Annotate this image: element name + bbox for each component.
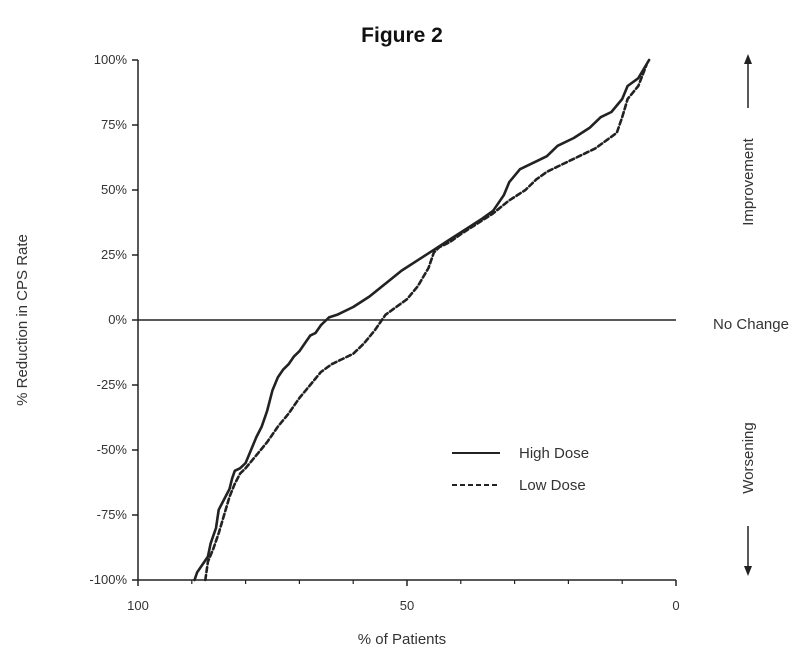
x-tick-label: 50 [400, 598, 414, 613]
y-tick-label: -50% [97, 442, 128, 457]
x-axis-ticks: 100 50 0 [127, 580, 680, 613]
worsening-arrow-down-icon [744, 566, 752, 576]
y-tick-label: 75% [101, 117, 127, 132]
no-change-label: No Change [713, 316, 789, 333]
y-tick-label: 100% [94, 52, 128, 67]
improvement-arrow-up-icon [744, 54, 752, 64]
legend-low-dose-label: Low Dose [519, 477, 586, 494]
y-axis-ticks: 100% 75% 50% 25% 0% -25% -50% -75% -100% [89, 52, 138, 587]
legend-high-dose-label: High Dose [519, 445, 589, 462]
y-tick-label: -75% [97, 507, 128, 522]
y-tick-label: 0% [108, 312, 127, 327]
worsening-label: Worsening [740, 422, 757, 493]
y-tick-label: -100% [89, 572, 127, 587]
chart-title: Figure 2 [361, 24, 443, 47]
y-axis-title: % Reduction in CPS Rate [14, 234, 31, 406]
side-annotations: Improvement No Change Worsening [713, 54, 789, 576]
improvement-label: Improvement [740, 137, 757, 225]
worsening-indicator: Worsening [740, 422, 757, 576]
series-line-high-dose [193, 58, 651, 582]
x-tick-label: 100 [127, 598, 149, 613]
x-tick-label: 0 [672, 598, 679, 613]
y-tick-label: 25% [101, 247, 127, 262]
legend: High Dose Low Dose [452, 445, 589, 494]
y-tick-label: -25% [97, 377, 128, 392]
series-layer [193, 58, 651, 582]
series-line-low-dose [204, 63, 648, 582]
x-axis-title: % of Patients [358, 631, 446, 648]
y-tick-label: 50% [101, 182, 127, 197]
improvement-indicator: Improvement [740, 54, 757, 226]
